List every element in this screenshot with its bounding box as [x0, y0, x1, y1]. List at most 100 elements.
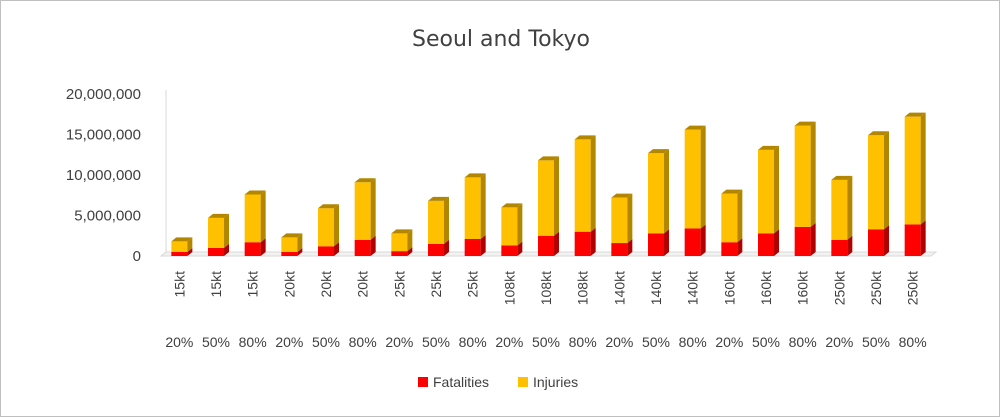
x-tick-label-level2: 20% — [385, 334, 413, 350]
bar-front — [904, 224, 921, 256]
bar-fatalities — [208, 243, 229, 256]
bar-side — [297, 247, 303, 256]
x-tick-label-level2: 80% — [569, 334, 597, 350]
bar-top — [758, 145, 779, 150]
bar-front — [354, 182, 371, 240]
bar-injuries — [611, 193, 633, 244]
bar-front — [831, 179, 848, 240]
bar-side — [920, 220, 926, 256]
x-tick-label-level2: 20% — [275, 334, 303, 350]
bar-front — [464, 238, 481, 256]
legend-label-fatalities: Fatalities — [433, 374, 489, 390]
bar-side — [444, 196, 449, 244]
bar-side — [920, 112, 926, 225]
x-tick-label-level2: 80% — [349, 334, 377, 350]
bar-side — [700, 224, 706, 256]
bar-fatalities — [171, 247, 193, 256]
bar-fatalities — [354, 235, 376, 256]
bar-side — [224, 213, 229, 248]
bar-front — [538, 235, 554, 256]
x-tick-label-level2: 20% — [605, 334, 633, 350]
bar-front — [318, 246, 334, 256]
bar-top — [208, 213, 229, 218]
bar-top — [538, 156, 559, 161]
x-tick-label-level2: 80% — [679, 334, 707, 350]
bar-side — [664, 229, 669, 256]
bar-front — [758, 233, 774, 256]
bar-front — [684, 228, 701, 256]
y-axis: 20,000,000 15,000,000 10,000,000 5,000,000 0 — [66, 86, 141, 265]
x-tick-label-level2: 50% — [202, 334, 230, 350]
x-tick-label-level2: 80% — [789, 334, 817, 350]
bar-injuries — [538, 156, 559, 236]
bar-fatalities — [428, 239, 449, 256]
bar-side — [664, 149, 669, 234]
bar-injuries — [684, 125, 706, 229]
bar-side — [334, 204, 339, 247]
bar-front — [464, 177, 481, 239]
bar-front — [208, 217, 224, 248]
bar-top — [904, 112, 926, 117]
bar-front — [428, 200, 444, 244]
bar-front — [501, 207, 518, 246]
bar-side — [407, 229, 413, 252]
bar-side — [554, 231, 559, 256]
bar-front — [318, 208, 334, 247]
bar-side — [884, 225, 889, 256]
x-tick-label-level2: 20% — [825, 334, 853, 350]
x-tick-label-level2: 50% — [312, 334, 340, 350]
x-tick-label-level1: 140kt — [648, 271, 664, 305]
bar-fatalities — [794, 222, 816, 256]
x-tick-label-level1: 140kt — [685, 271, 701, 305]
x-tick-label-level1: 20kt — [318, 271, 334, 298]
bar-side — [260, 238, 266, 256]
x-tick-label-level1: 15kt — [245, 271, 261, 298]
bar-side — [187, 247, 193, 256]
bar-injuries — [904, 112, 926, 225]
x-tick-label-level2: 80% — [899, 334, 927, 350]
y-tick-label: 5,000,000 — [74, 208, 141, 225]
bar-front — [574, 139, 591, 232]
chart-title: Seoul and Tokyo — [412, 27, 590, 52]
x-axis: 15kt 20% 15kt 50% 15kt 80% 20kt 20% 20kt 50% 20kt 8… — [165, 271, 926, 350]
bar-side — [297, 233, 303, 252]
bar-injuries — [831, 175, 853, 240]
bar-front — [758, 149, 774, 234]
bar-fatalities — [391, 247, 413, 256]
x-tick-label-level1: 140kt — [611, 271, 627, 305]
bar-injuries — [391, 229, 413, 252]
x-tick-label-level1: 15kt — [171, 271, 187, 298]
bar-injuries — [574, 135, 596, 232]
bar-injuries — [464, 173, 486, 239]
bar-injuries — [868, 131, 889, 230]
bar-front — [794, 226, 811, 256]
bar-front — [868, 135, 884, 230]
bar-side — [590, 227, 596, 256]
x-tick-label-level1: 20kt — [281, 271, 297, 298]
x-tick-label-level1: 160kt — [758, 271, 774, 305]
bar-side — [737, 189, 743, 243]
bar-fatalities — [904, 220, 926, 256]
bar-front — [868, 229, 884, 256]
bar-front — [171, 241, 188, 252]
bar-top — [794, 121, 816, 126]
bar-fatalities — [464, 234, 486, 256]
bar-front — [501, 245, 518, 256]
bar-side — [517, 203, 523, 246]
bar-side — [700, 125, 706, 229]
bar-front — [574, 231, 591, 256]
bar-injuries — [354, 178, 376, 240]
bar-front — [428, 243, 444, 256]
x-tick-label-level1: 15kt — [208, 271, 224, 298]
bar-fatalities — [538, 231, 559, 256]
plot-area — [159, 90, 938, 257]
bar-side — [370, 178, 376, 240]
bar-top — [354, 178, 376, 183]
y-tick-label: 10,000,000 — [66, 167, 141, 184]
bar-injuries — [721, 189, 743, 243]
bar-front — [611, 197, 628, 244]
bar-front — [684, 129, 701, 229]
bar-top — [244, 190, 266, 195]
y-tick-label: 15,000,000 — [66, 127, 141, 144]
bar-fatalities — [501, 241, 523, 256]
